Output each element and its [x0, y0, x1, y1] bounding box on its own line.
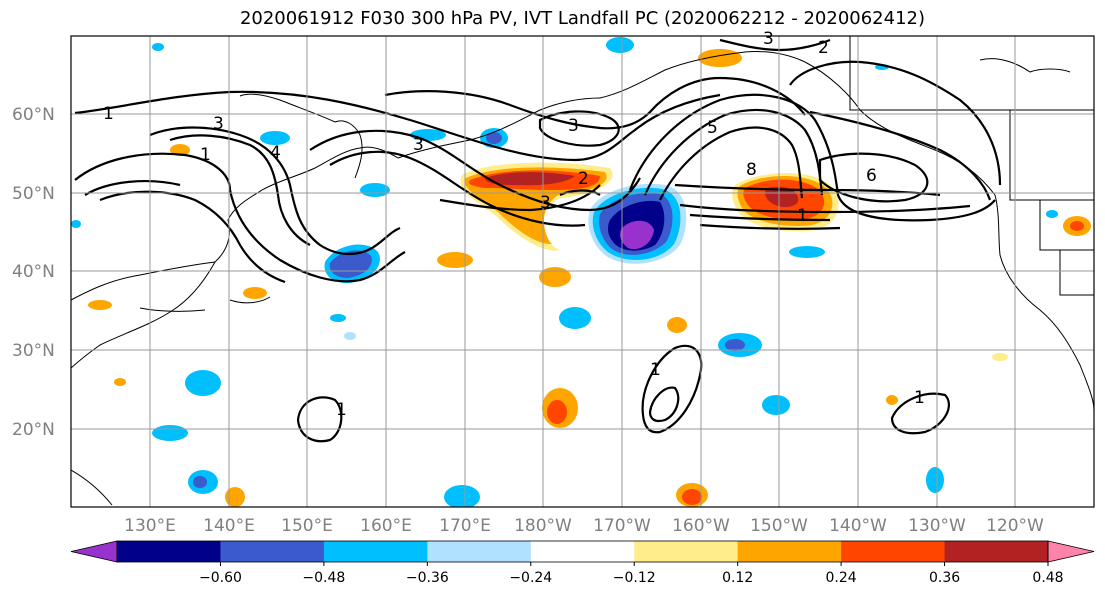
- lon-label: 160°E: [360, 516, 412, 536]
- contour-label-layer: 1 3 3 3 2 3 4 3 2 8 6 1 1 1 1 1 5: [103, 29, 925, 420]
- graticule: [71, 36, 1094, 507]
- contour-label: 2: [818, 38, 829, 58]
- contour-label: 3: [763, 29, 774, 49]
- lon-label: 150°E: [281, 516, 333, 536]
- colorbar-swatch: [841, 541, 946, 562]
- colorbar-swatch: [117, 541, 221, 562]
- colorbar-swatch: [220, 541, 325, 562]
- contour-label: 3: [540, 193, 551, 213]
- lon-label: 140°W: [829, 516, 887, 536]
- contour-label: 3: [413, 135, 424, 155]
- contour-label: 1: [200, 145, 211, 165]
- colorbar: [70, 540, 1095, 563]
- contour-layer: [74, 38, 1002, 443]
- colorbar-tick-label: −0.60: [199, 570, 242, 586]
- contour-label: 5: [707, 118, 718, 138]
- contour-label: 1: [797, 206, 808, 226]
- colorbar-tick-label: 0.12: [722, 570, 753, 586]
- colorbar-extend-low: [70, 540, 118, 563]
- contour-label: 2: [578, 169, 589, 189]
- colorbar-extend-high: [1047, 540, 1095, 563]
- lon-label: 130°E: [124, 516, 176, 536]
- contour-label: 1: [103, 104, 114, 124]
- contour-label: 3: [213, 114, 224, 134]
- lon-label: 150°W: [750, 516, 808, 536]
- shading-layer: [71, 37, 1091, 507]
- colorbar-swatch: [737, 541, 842, 562]
- colorbar-tick-labels: −0.60 −0.48 −0.36 −0.24 −0.12 0.12 0.24 0.36 0.4…: [199, 562, 1064, 586]
- colorbar-tick-label: 0.48: [1032, 570, 1063, 586]
- colorbar-swatch: [530, 541, 635, 562]
- lon-label: 140°E: [203, 516, 255, 536]
- lon-label: 160°W: [672, 516, 730, 536]
- lat-label: 30°N: [12, 341, 55, 361]
- colorbar-tick-label: −0.24: [509, 570, 552, 586]
- contour-label: 4: [270, 143, 281, 163]
- colorbar-swatch: [427, 541, 532, 562]
- map-title: 2020061912 F030 300 hPa PV, IVT Landfall…: [239, 8, 926, 29]
- longitude-labels: 130°E 140°E 150°E 160°E 170°E 180°W 170°…: [124, 516, 1044, 536]
- colorbar-swatch: [944, 541, 1049, 562]
- lon-label: 170°W: [593, 516, 651, 536]
- contour-label: 8: [746, 160, 757, 180]
- colorbar-outline: [116, 540, 1049, 563]
- contour-label: 1: [914, 388, 925, 408]
- lat-label: 40°N: [12, 262, 55, 282]
- lon-label: 120°W: [986, 516, 1044, 536]
- colorbar-swatch: [634, 541, 739, 562]
- contour-label: 1: [336, 400, 347, 420]
- colorbar-swatch: [323, 541, 428, 562]
- colorbar-tick-label: −0.36: [406, 570, 449, 586]
- colorbar-tick-label: −0.48: [302, 570, 345, 586]
- lon-label: 130°W: [908, 516, 966, 536]
- contour-label: 3: [568, 116, 579, 136]
- lat-label: 20°N: [12, 420, 55, 440]
- lat-label: 50°N: [12, 184, 55, 204]
- colorbar-tick-label: 0.36: [929, 570, 960, 586]
- colorbar-tick-label: 0.24: [826, 570, 857, 586]
- map-frame: [70, 35, 1095, 508]
- lon-label: 180°W: [514, 516, 572, 536]
- contour-label: 6: [866, 166, 877, 186]
- latitude-labels: 60°N 50°N 40°N 30°N 20°N: [12, 105, 55, 440]
- lon-label: 170°E: [439, 516, 491, 536]
- colorbar-tick-label: −0.12: [613, 570, 656, 586]
- contour-label: 1: [650, 360, 661, 380]
- lat-label: 60°N: [12, 105, 55, 125]
